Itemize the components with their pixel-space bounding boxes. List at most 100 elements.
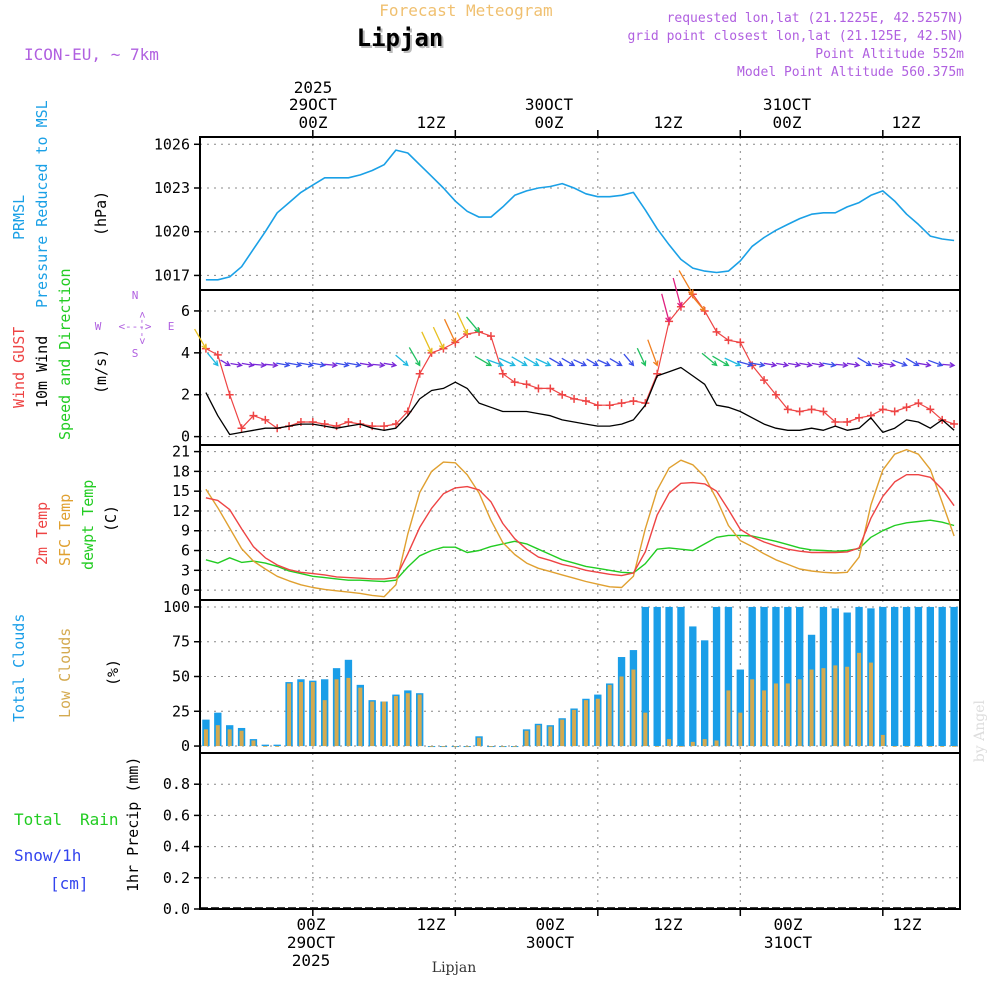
low-cloud-bar — [203, 729, 208, 747]
compass-n: N — [132, 289, 139, 302]
temp-labels: 2m Temp SFC Temp dewpt Temp (C) — [33, 480, 120, 570]
wind-arrow — [573, 359, 588, 367]
wind-arrow — [636, 347, 647, 367]
low-cloud-bar — [358, 687, 363, 747]
precip-labels: Total Rain Snow/1h [cm] 1hr Precip (mm) — [14, 757, 142, 893]
low-cloud-bar — [916, 746, 921, 747]
wind-arrow — [799, 361, 813, 368]
total-cloud-bar — [772, 606, 780, 747]
gust-marker — [795, 407, 804, 416]
precip-ytick-label: 0.0 — [163, 900, 190, 918]
top-hour-4: 12Z — [654, 113, 683, 132]
label-2m-temp: 2m Temp — [33, 502, 51, 565]
temperature-ytick-label: 3 — [181, 561, 190, 579]
location-title: Lipjan — [357, 24, 444, 52]
total-cloud-bar — [796, 606, 804, 747]
watermark: by Angel — [972, 699, 988, 762]
top-hour-1: 00Z — [299, 113, 328, 132]
wind-arrow — [763, 361, 778, 368]
low-cloud-bar — [429, 746, 434, 747]
total-cloud-bar — [653, 606, 661, 747]
wind-arrow — [207, 352, 219, 367]
low-cloud-bar — [631, 669, 636, 747]
wind-arrow — [586, 358, 599, 367]
requested-coords: requested lon,lat (21.1225E, 42.5257N) — [667, 11, 964, 26]
wind-arrow — [359, 361, 374, 368]
gust-marker — [914, 399, 923, 408]
top-time-axis: 2025 29OCT 30OCT 31OCT 00Z 12Z 00Z 12Z 0… — [289, 78, 921, 132]
gust-marker — [736, 338, 745, 347]
gust-marker — [249, 411, 258, 420]
location-title-shadow: Lipjan — [359, 26, 446, 54]
total-cloud-bar — [879, 606, 887, 747]
wind-arrow — [372, 362, 386, 368]
temperature-ytick-label: 12 — [172, 502, 190, 520]
low-cloud-bar — [215, 725, 220, 747]
precip-ytick-label: 0.4 — [163, 838, 190, 856]
low-cloud-bar — [346, 677, 351, 747]
wind-labels: Wind GUST 10m Wind Speed and Direction (… — [10, 268, 110, 440]
gust-marker — [902, 403, 911, 412]
pressure-panel: 1017 1020 1023 1026 — [154, 130, 961, 291]
low-cloud-bar — [251, 740, 256, 747]
clouds-ytick-label: 50 — [172, 668, 190, 686]
gust-marker — [843, 417, 852, 426]
wind-arrow — [287, 361, 303, 368]
wind-arrow — [383, 361, 398, 368]
top-date-3: 31OCT — [763, 95, 812, 114]
clouds-ytick-label: 25 — [172, 702, 190, 720]
total-cloud-bar — [891, 606, 899, 747]
total-cloud-bar — [273, 744, 281, 747]
label-sfc-temp: SFC Temp — [56, 494, 74, 566]
low-cloud-bar — [738, 712, 743, 747]
bottom-hour-3: 00Z — [536, 915, 565, 934]
wind-arrow — [776, 361, 790, 368]
2m-temp-line — [205, 474, 955, 580]
gust-marker — [724, 336, 733, 345]
low-cloud-bar — [940, 746, 945, 747]
gust-marker — [831, 417, 840, 426]
product-title: Forecast Meteogram — [379, 1, 552, 20]
wind-arrow — [647, 339, 659, 367]
gust-marker — [605, 401, 614, 410]
wind-arrow — [456, 312, 469, 336]
label-low-clouds: Low Clouds — [56, 628, 74, 718]
low-cloud-bar — [607, 684, 612, 747]
label-total: Total — [14, 810, 62, 829]
low-cloud-bar — [417, 694, 422, 747]
temperature-ytick-label: 15 — [172, 482, 190, 500]
wind-arrow — [421, 331, 433, 355]
pressure-ytick-label: 1020 — [154, 223, 190, 241]
total-cloud-bar — [784, 606, 792, 747]
low-cloud-bar — [655, 746, 660, 747]
temperature-ytick-label: 18 — [172, 462, 190, 480]
bottom-time-axis: 00Z 12Z 00Z 12Z 00Z 12Z 29OCT 30OCT 31OC… — [287, 915, 922, 976]
clouds-panel: 0 25 50 75 100 — [163, 598, 961, 755]
wind-arrow — [276, 361, 291, 368]
wind-arrow — [787, 361, 802, 368]
wind-arrow — [871, 361, 885, 368]
wind-arrow — [324, 362, 338, 368]
bottom-hour-4: 12Z — [654, 915, 683, 934]
low-cloud-bar — [785, 683, 790, 747]
gust-marker — [617, 399, 626, 408]
temperature-ytick-label: 21 — [172, 443, 190, 461]
wind-arrow — [443, 318, 457, 344]
pressure-line — [205, 149, 955, 281]
label-dewpt-temp: dewpt Temp — [79, 480, 97, 570]
gust-marker — [855, 413, 864, 422]
total-cloud-bar — [938, 606, 946, 747]
total-cloud-bar — [736, 669, 744, 747]
low-cloud-bar — [868, 662, 873, 747]
gust-marker — [237, 424, 246, 433]
wind-arrow — [264, 362, 279, 368]
gust-marker — [332, 422, 341, 431]
wind-arrow — [549, 357, 564, 367]
label-hpa: (hPa) — [92, 191, 110, 236]
gust-marker — [581, 397, 590, 406]
pressure-labels: PRMSL Pressure Reduced to MSL (hPa) — [10, 100, 110, 308]
low-cloud-bar — [477, 737, 482, 747]
low-cloud-bar — [298, 682, 303, 747]
compass-vertical-arrow: <---> — [136, 311, 149, 344]
